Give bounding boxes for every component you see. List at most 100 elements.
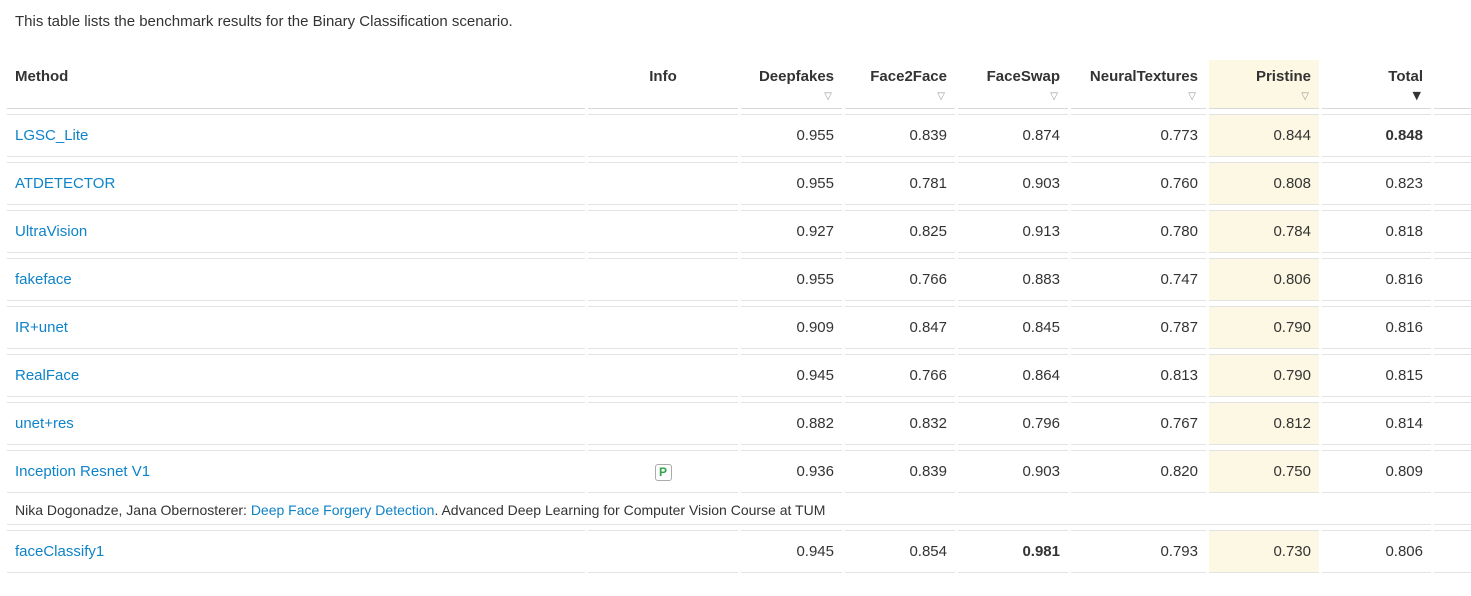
column-label: Total [1388,68,1423,85]
cell-pristine: 0.750 [1209,450,1319,493]
trailing-cell [1434,402,1471,445]
method-link[interactable]: fakeface [15,271,72,288]
benchmark-table-body: LGSC_Lite 0.955 0.839 0.874 0.773 0.844 0.848 A… [7,114,1471,573]
method-link[interactable]: LGSC_Lite [15,127,89,144]
method-cell: faceClassify1 [7,530,585,573]
info-cell [588,114,738,157]
trailing-cell [1434,354,1471,397]
column-header-info: Info [588,60,738,109]
cell-face2face: 0.839 [845,450,955,493]
column-label: Deepfakes [758,68,834,85]
header-row: Method Info Deepfakes ▽ Face2Face ▽ [7,60,1471,109]
method-link[interactable]: unet+res [15,415,74,432]
table-row: faceClassify1 0.945 0.854 0.981 0.793 0.730 0.… [7,530,1471,573]
table-row: UltraVision 0.927 0.825 0.913 0.780 0.784 0.81… [7,210,1471,253]
intro-text: This table lists the benchmark results f… [15,13,513,30]
table-row: LGSC_Lite 0.955 0.839 0.874 0.773 0.844 0.848 [7,114,1471,157]
trailing-cell [1434,306,1471,349]
method-link[interactable]: RealFace [15,367,80,384]
column-header-method: Method [7,60,585,109]
cell-deepfakes: 0.945 [741,354,842,397]
info-cell [588,210,738,253]
citation-paper-link[interactable]: Deep Face Forgery Detection [250,502,435,518]
trailing-cell [1434,450,1471,493]
info-cell [588,402,738,445]
cell-face2face: 0.854 [845,530,955,573]
column-header-neuraltextures[interactable]: NeuralTextures ▽ [1071,60,1206,109]
cell-faceswap: 0.883 [958,258,1068,301]
cell-total: 0.816 [1322,258,1431,301]
method-cell: unet+res [7,402,585,445]
cell-total: 0.815 [1322,354,1431,397]
benchmark-table-container: Method Info Deepfakes ▽ Face2Face ▽ [4,55,1471,578]
sort-triangle-icon[interactable]: ▽ [1188,91,1196,102]
info-cell [588,162,738,205]
cell-faceswap: 0.864 [958,354,1068,397]
info-cell [588,530,738,573]
cell-total: 0.809 [1322,450,1431,493]
cell-pristine: 0.844 [1209,114,1319,157]
cell-neuraltextures: 0.760 [1071,162,1206,205]
sort-triangle-icon[interactable]: ▽ [1050,91,1058,102]
cell-deepfakes: 0.955 [741,162,842,205]
trailing-cell [1434,258,1471,301]
cell-deepfakes: 0.927 [741,210,842,253]
table-row: unet+res 0.882 0.832 0.796 0.767 0.812 0.814 [7,402,1471,445]
cell-pristine: 0.806 [1209,258,1319,301]
cell-deepfakes: 0.936 [741,450,842,493]
column-header-total[interactable]: Total ▼ [1322,60,1431,109]
column-header-face2face[interactable]: Face2Face ▽ [845,60,955,109]
method-link[interactable]: UltraVision [15,223,88,240]
cell-deepfakes: 0.955 [741,258,842,301]
cell-pristine: 0.790 [1209,306,1319,349]
column-label: NeuralTextures [1089,68,1198,85]
method-link[interactable]: ATDETECTOR [15,175,116,192]
column-header-pristine[interactable]: Pristine ▽ [1209,60,1319,109]
trailing-cell [1434,114,1471,157]
method-link[interactable]: Inception Resnet V1 [15,463,151,480]
column-header-faceswap[interactable]: FaceSwap ▽ [958,60,1068,109]
method-cell: ATDETECTOR [7,162,585,205]
cell-deepfakes: 0.882 [741,402,842,445]
cell-total: 0.848 [1322,114,1431,157]
cell-faceswap: 0.845 [958,306,1068,349]
column-label: Pristine [1255,68,1311,85]
cell-face2face: 0.825 [845,210,955,253]
cell-neuraltextures: 0.780 [1071,210,1206,253]
trailing-cell [1434,498,1471,525]
method-cell: UltraVision [7,210,585,253]
cell-faceswap: 0.913 [958,210,1068,253]
table-row: RealFace 0.945 0.766 0.864 0.813 0.790 0.815 [7,354,1471,397]
table-row: IR+unet 0.909 0.847 0.845 0.787 0.790 0.816 [7,306,1471,349]
method-cell: Inception Resnet V1 [7,450,585,493]
sort-triangle-icon[interactable]: ▽ [937,91,945,102]
trailing-cell [1434,162,1471,205]
method-link[interactable]: IR+unet [15,319,68,336]
sort-descending-icon[interactable]: ▼ [1412,89,1421,102]
table-row: ATDETECTOR 0.955 0.781 0.903 0.760 0.808 0.823 [7,162,1471,205]
cell-face2face: 0.832 [845,402,955,445]
cell-face2face: 0.781 [845,162,955,205]
cell-pristine: 0.808 [1209,162,1319,205]
cell-deepfakes: 0.909 [741,306,842,349]
cell-faceswap: 0.796 [958,402,1068,445]
cell-pristine: 0.790 [1209,354,1319,397]
info-cell [588,306,738,349]
column-header-deepfakes[interactable]: Deepfakes ▽ [741,60,842,109]
cell-faceswap: 0.903 [958,450,1068,493]
cell-face2face: 0.766 [845,258,955,301]
cell-total: 0.823 [1322,162,1431,205]
trailing-cell [1434,530,1471,573]
sort-triangle-icon[interactable]: ▽ [1301,91,1309,102]
table-row: Inception Resnet V1 P 0.936 0.839 0.903 0.820… [7,450,1471,493]
cell-deepfakes: 0.945 [741,530,842,573]
paper-badge-icon[interactable]: P [654,463,672,481]
info-cell [588,258,738,301]
sort-triangle-icon[interactable]: ▽ [824,91,832,102]
cell-total: 0.806 [1322,530,1431,573]
citation-venue: . Advanced Deep Learning for Computer Vi… [434,502,826,518]
method-link[interactable]: faceClassify1 [15,543,105,560]
cell-neuraltextures: 0.820 [1071,450,1206,493]
method-cell: fakeface [7,258,585,301]
